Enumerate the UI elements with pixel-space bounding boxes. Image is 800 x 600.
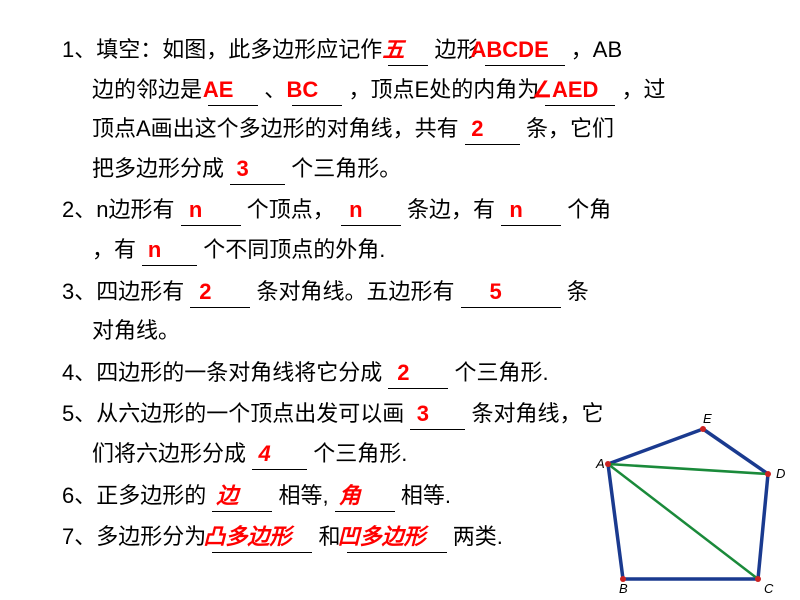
q1-t4: ，过 [621, 77, 665, 102]
q2-ans4: n [148, 237, 161, 262]
q1-line2: 边的邻边是 [92, 77, 202, 102]
q5-t1: 条对角线，它 [472, 401, 604, 426]
q3-blank1: 2 [190, 282, 250, 308]
pentagon-figure: A B C D E [588, 414, 788, 594]
question-4: 4、四边形的一条对角线将它分成 2 个三角形. [30, 353, 770, 393]
q1-t3: ，顶点E处的内角为 [349, 77, 540, 102]
q3-blank2: 5 [461, 282, 561, 308]
q6-blank1: 边 [212, 486, 272, 512]
q6-ans2: 角 [339, 483, 361, 508]
q5-t2: 个三角形. [313, 441, 407, 466]
q5-blank1: 3 [410, 404, 465, 430]
q4-prefix: 4、四边形的一条对角线将它分成 [62, 360, 382, 385]
q6-t2: 相等. [401, 483, 451, 508]
q5-blank2: 4 [252, 444, 307, 470]
q1-blank1: 五 [388, 40, 428, 66]
q2-blank1: n [181, 200, 241, 226]
q1-ans6: 2 [471, 116, 483, 141]
q1-t2: ，AB [571, 37, 622, 62]
q4-blank1: 2 [388, 363, 448, 389]
svg-text:C: C [764, 581, 774, 594]
question-3: 3、四边形有 2 条对角线。五边形有 5 条 对角线。 [30, 272, 770, 351]
q7-blank1: 凸多边形 [212, 527, 312, 553]
q3-prefix: 3、四边形有 [62, 279, 184, 304]
q1-ans2: ABCDE [471, 37, 549, 62]
svg-text:A: A [595, 456, 605, 471]
q6-blank2: 角 [335, 486, 395, 512]
q1-blank3: AE [208, 80, 258, 106]
q6-prefix: 6、正多边形的 [62, 483, 206, 508]
q5-ans1: 3 [417, 401, 429, 426]
q1-ans3: AE [203, 77, 234, 102]
q2-t4: 个不同顶点的外角. [203, 237, 385, 262]
svg-text:B: B [619, 581, 628, 594]
q2-t1: 个顶点， [247, 197, 335, 222]
q1-blank5: ∠AED [545, 80, 615, 106]
q5-ans2: 4 [259, 441, 271, 466]
q1-ans4: BC [287, 77, 319, 102]
q1-sep: 、 [264, 77, 286, 102]
q2-ans2: n [349, 197, 362, 222]
q4-t1: 个三角形. [455, 360, 549, 385]
q6-ans1: 边 [216, 483, 238, 508]
q5-prefix: 5、从六边形的一个顶点出发可以画 [62, 401, 404, 426]
q7-ans1: 凸多边形 [203, 524, 291, 549]
q7-prefix: 7、多边形分为 [62, 524, 206, 549]
q3-line2: 对角线。 [92, 318, 180, 343]
q1-ans1: 五 [382, 37, 404, 62]
q2-t2: 条边，有 [407, 197, 495, 222]
q7-t2: 两类. [453, 524, 503, 549]
q3-t2: 条 [567, 279, 589, 304]
q1-blank2: ABCDE [485, 40, 565, 66]
q1-t5: 条，它们 [526, 116, 614, 141]
q1-t6: 个三角形。 [291, 156, 401, 181]
q1-blank7: 3 [230, 159, 285, 185]
question-2: 2、n边形有 n 个顶点， n 条边，有 n 个角 ，有 n 个不同顶点的外角. [30, 190, 770, 269]
q2-line2: ，有 [92, 237, 136, 262]
svg-text:E: E [703, 414, 712, 426]
q1-blank6: 2 [465, 119, 520, 145]
q2-blank4: n [142, 240, 197, 266]
q1-line4: 把多边形分成 [92, 156, 224, 181]
q4-ans1: 2 [397, 360, 409, 385]
svg-text:D: D [776, 466, 785, 481]
q1-line3: 顶点A画出这个多边形的对角线，共有 [92, 116, 459, 141]
q2-prefix: 2、n边形有 [62, 197, 174, 222]
q3-ans1: 2 [199, 279, 211, 304]
q5-line2: 们将六边形分成 [92, 441, 246, 466]
q2-t3: 个角 [567, 197, 611, 222]
q1-blank4: BC [292, 80, 342, 106]
q3-t1: 条对角线。五边形有 [257, 279, 455, 304]
q1-ans5: ∠AED [532, 77, 598, 102]
q2-blank2: n [341, 200, 401, 226]
q3-ans2: 5 [490, 279, 502, 304]
q6-t1: 相等, [279, 483, 329, 508]
q2-ans3: n [509, 197, 522, 222]
q7-blank2: 凹多边形 [347, 527, 447, 553]
q1-ans7: 3 [237, 156, 249, 181]
q7-ans2: 凹多边形 [338, 524, 426, 549]
question-1: 1、填空：如图，此多边形应记作 五 边形 ABCDE ，AB 边的邻边是 AE … [30, 30, 770, 188]
q1-text: 1、填空：如图，此多边形应记作 [62, 37, 382, 62]
q2-blank3: n [501, 200, 561, 226]
q2-ans1: n [189, 197, 202, 222]
